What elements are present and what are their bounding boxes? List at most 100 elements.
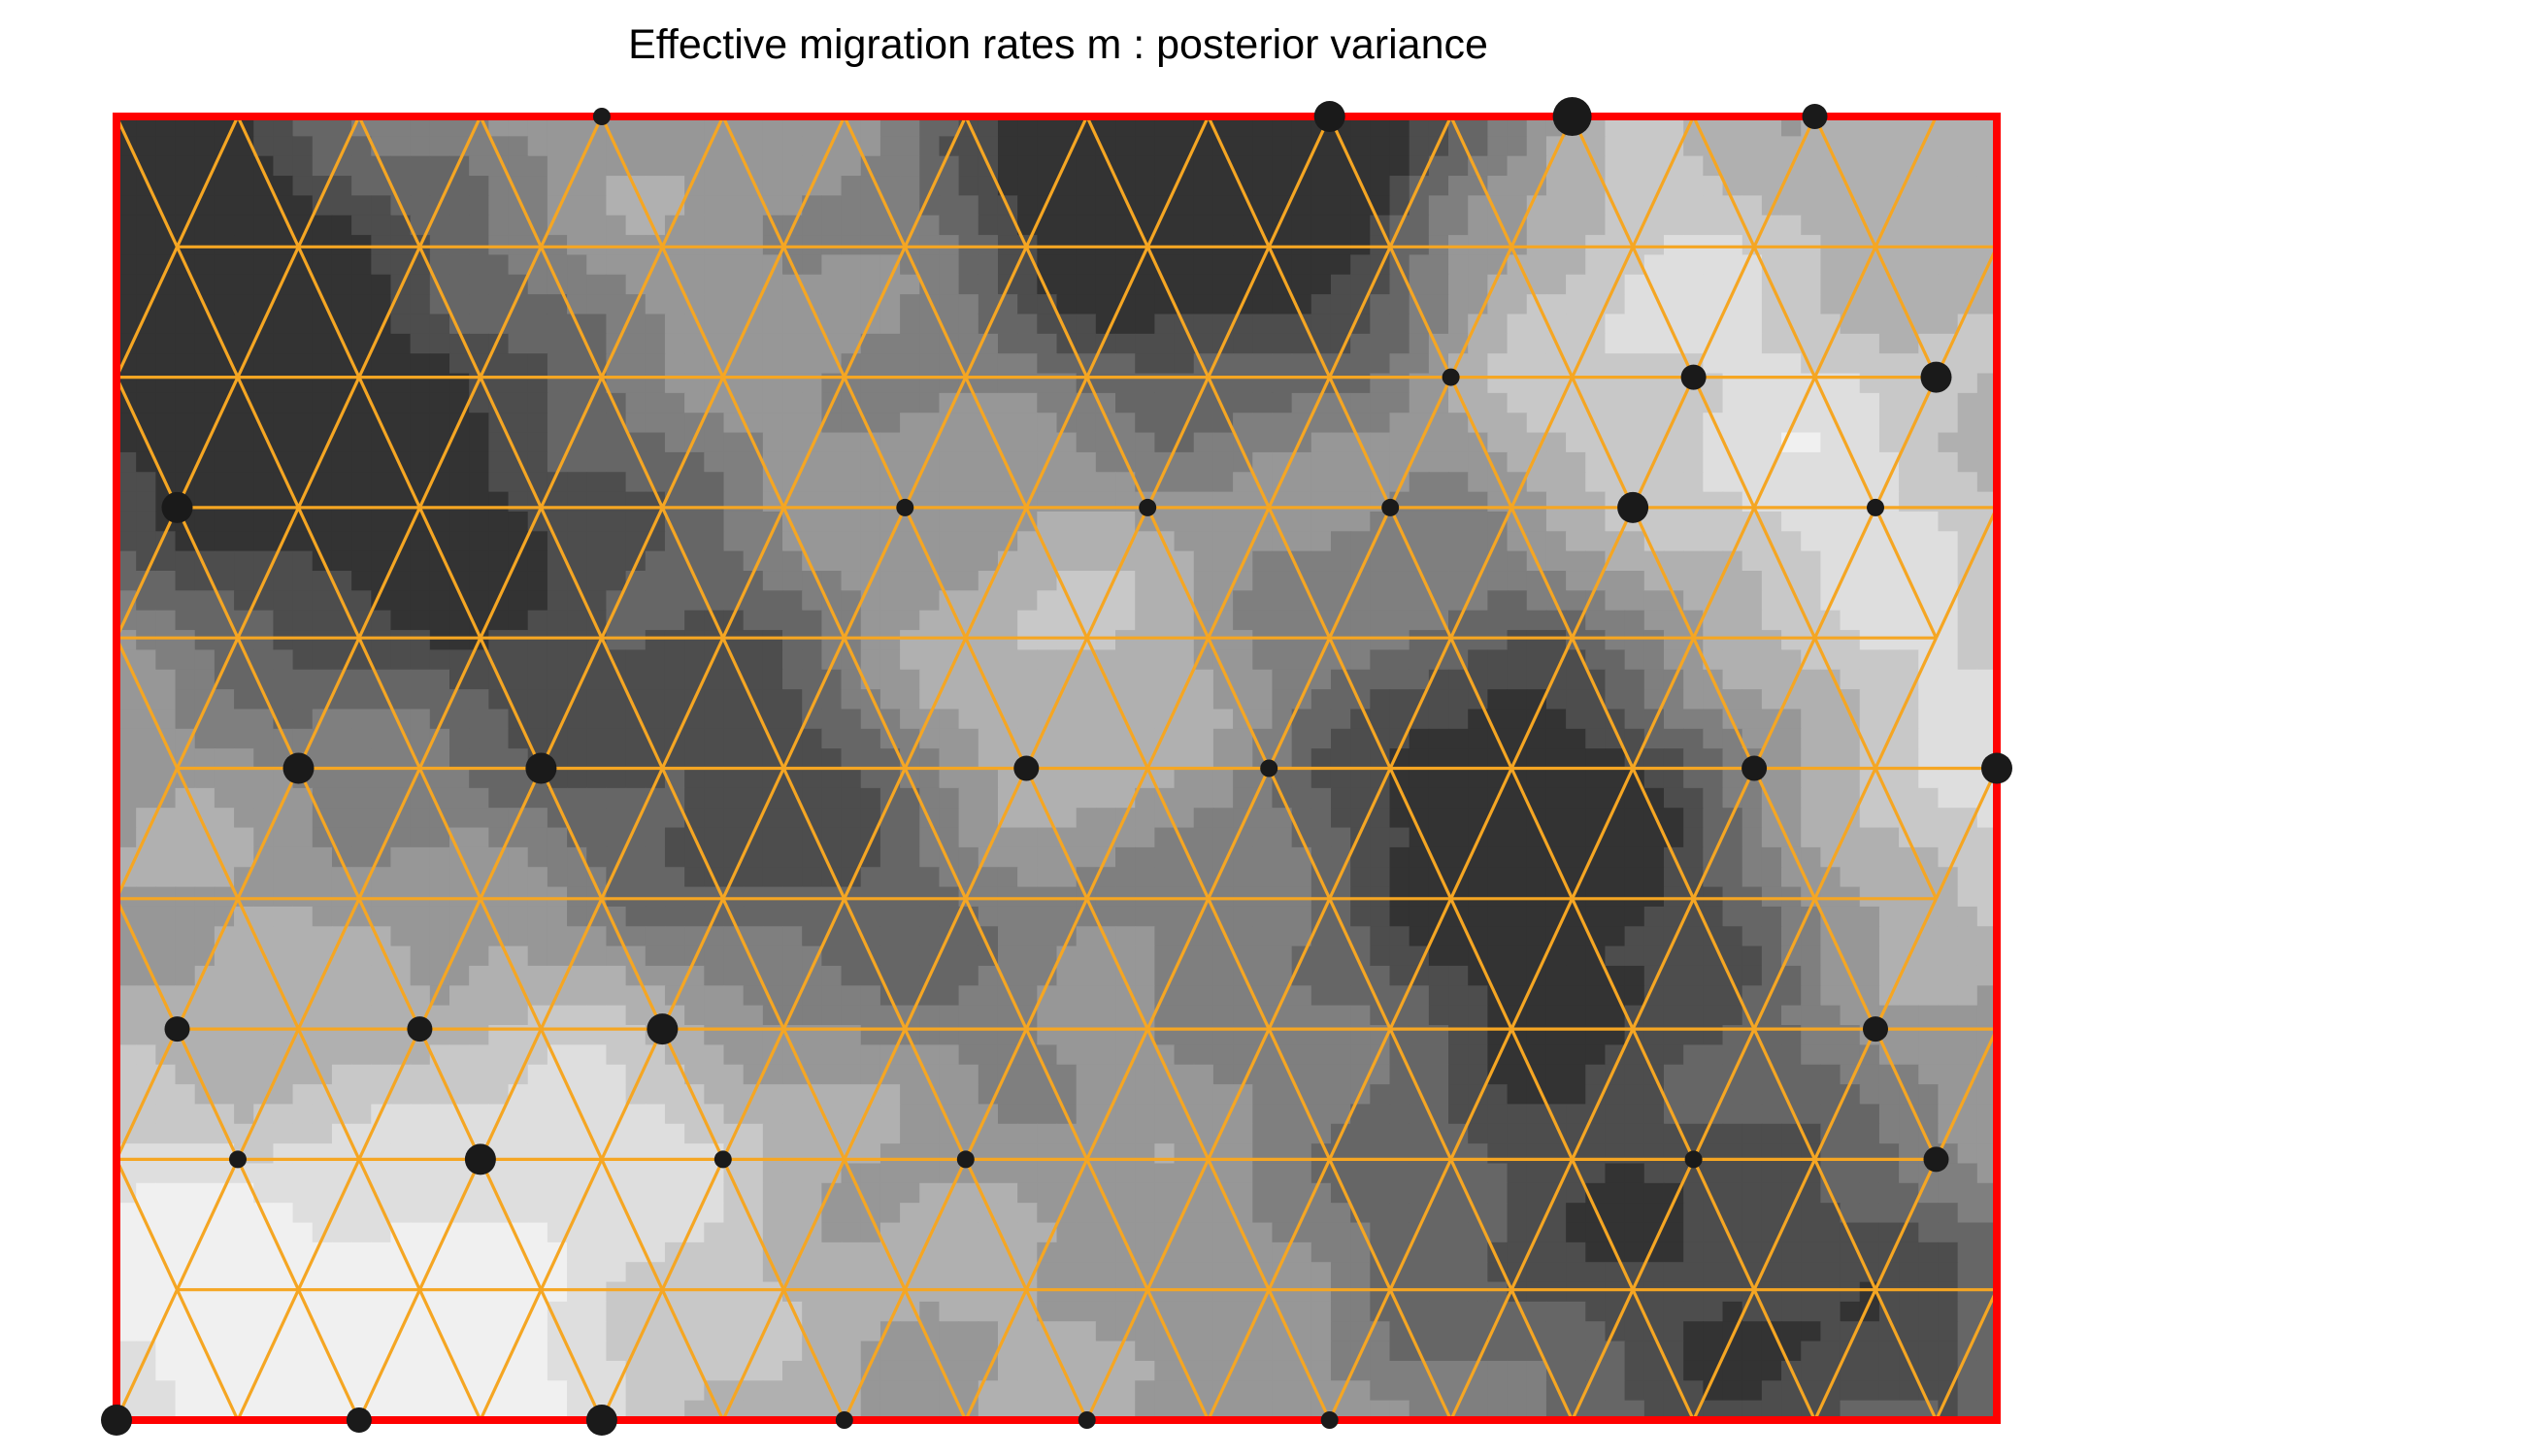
variance-cell <box>155 571 177 591</box>
variance-cell <box>1918 689 1940 711</box>
variance-cell <box>155 886 177 908</box>
variance-cell <box>879 550 901 572</box>
variance-cell <box>1193 215 1214 236</box>
variance-cell <box>1330 827 1351 848</box>
variance-cell <box>1976 709 1998 730</box>
variance-cell <box>1859 451 1880 473</box>
variance-cell <box>1957 1005 1978 1026</box>
variance-cell <box>410 451 431 473</box>
variance-cell <box>175 550 196 572</box>
variance-cell <box>1056 511 1078 532</box>
variance-cell <box>1291 136 1312 157</box>
variance-cell <box>116 491 137 513</box>
variance-cell <box>1624 472 1645 493</box>
variance-cell <box>567 215 587 236</box>
variance-cell <box>1859 116 1880 137</box>
variance-cell <box>469 472 489 493</box>
variance-cell <box>155 176 177 196</box>
variance-cell <box>1801 1064 1822 1085</box>
variance-cell <box>782 1064 803 1085</box>
variance-cell <box>1448 808 1469 829</box>
variance-cell <box>1468 709 1488 730</box>
variance-cell <box>1468 392 1488 414</box>
variance-cell <box>1643 215 1665 236</box>
variance-cell <box>567 787 587 809</box>
variance-cell <box>1840 333 1861 354</box>
variance-cell <box>821 511 843 532</box>
variance-cell <box>1291 215 1312 236</box>
variance-cell <box>1115 155 1136 177</box>
variance-cell <box>1056 965 1078 986</box>
variance-cell <box>1350 610 1371 631</box>
variance-cell <box>1918 1104 1940 1125</box>
variance-cell <box>1310 768 1332 789</box>
variance-cell <box>684 274 705 295</box>
variance-cell <box>1918 945 1940 967</box>
variance-cell <box>1017 728 1038 749</box>
variance-cell <box>1683 926 1704 947</box>
variance-cell <box>997 926 1018 947</box>
variance-cell <box>194 649 216 671</box>
variance-cell <box>1487 1123 1509 1144</box>
variance-cell <box>586 1064 608 1085</box>
variance-cell <box>136 353 156 375</box>
variance-cell <box>743 669 764 690</box>
variance-cell <box>664 689 685 711</box>
variance-cell <box>1330 1005 1351 1026</box>
variance-cell <box>586 748 608 770</box>
variance-cell <box>469 155 489 177</box>
variance-cell <box>508 413 529 434</box>
variance-cell <box>1703 274 1724 295</box>
variance-cell <box>1350 630 1371 651</box>
variance-cell <box>351 413 372 434</box>
variance-cell <box>919 906 941 927</box>
variance-cell <box>1115 630 1136 651</box>
variance-cell <box>958 827 979 848</box>
variance-cell <box>1350 1044 1371 1066</box>
variance-cell <box>978 1005 999 1026</box>
variance-cell <box>469 1123 489 1144</box>
variance-cell <box>155 392 177 414</box>
variance-cell <box>879 1123 901 1144</box>
variance-cell <box>1566 274 1586 295</box>
variance-cell <box>1135 136 1155 157</box>
variance-cell <box>1350 886 1371 908</box>
variance-cell <box>958 926 979 947</box>
variance-cell <box>1938 294 1959 315</box>
variance-cell <box>1545 215 1567 236</box>
variance-cell <box>1252 906 1274 927</box>
variance-cell <box>234 748 254 770</box>
variance-cell <box>1643 254 1665 276</box>
variance-cell <box>194 392 216 414</box>
variance-cell <box>371 176 392 196</box>
variance-cell <box>116 531 137 552</box>
variance-cell <box>684 985 705 1007</box>
variance-cell <box>1193 195 1214 216</box>
variance-cell <box>1899 472 1919 493</box>
variance-cell <box>978 451 999 473</box>
variance-cell <box>684 155 705 177</box>
variance-cell <box>1487 392 1509 414</box>
variance-cell <box>1918 571 1940 591</box>
variance-cell <box>371 709 392 730</box>
variance-cell <box>1545 748 1567 770</box>
variance-cell <box>1801 215 1822 236</box>
variance-cell <box>762 531 783 552</box>
variance-cell <box>1526 1044 1547 1066</box>
variance-cell <box>547 827 568 848</box>
variance-cell <box>919 392 941 414</box>
variance-cell <box>449 630 470 651</box>
variance-cell <box>1017 413 1038 434</box>
variance-cell <box>586 827 608 848</box>
variance-cell <box>1899 590 1919 612</box>
variance-cell <box>410 413 431 434</box>
variance-cell <box>1801 531 1822 552</box>
variance-cell <box>1310 808 1332 829</box>
variance-cell <box>1233 846 1253 868</box>
variance-cell <box>1938 176 1959 196</box>
variance-cell <box>704 1064 725 1085</box>
variance-cell <box>1643 314 1665 335</box>
variance-cell <box>879 906 901 927</box>
variance-cell <box>1468 451 1488 473</box>
variance-cell <box>1409 610 1430 631</box>
